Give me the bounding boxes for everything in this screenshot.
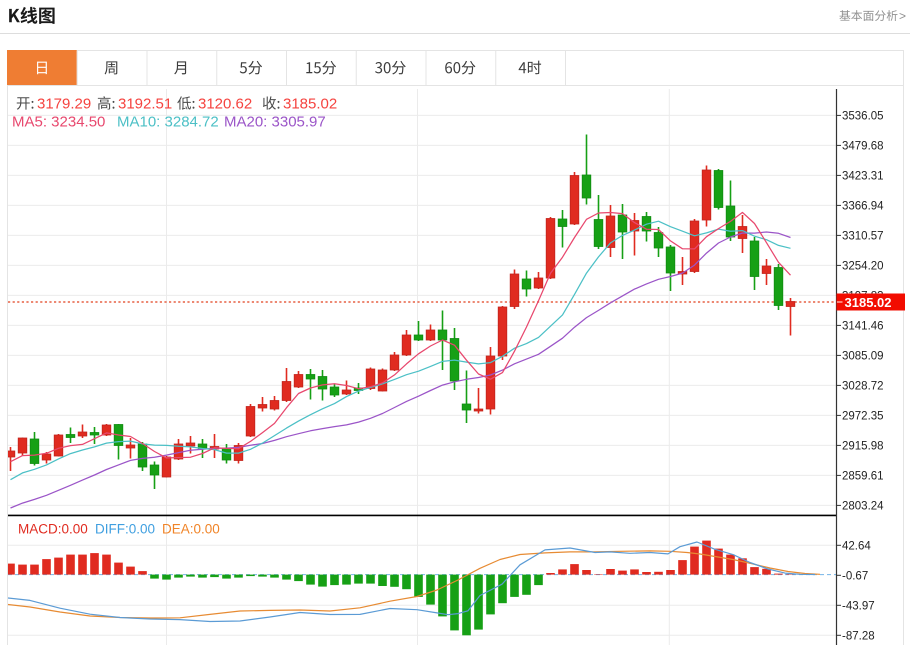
svg-text:2859.61: 2859.61 bbox=[842, 470, 884, 482]
svg-text:3141.46: 3141.46 bbox=[842, 320, 884, 332]
svg-text:>: > bbox=[899, 9, 906, 23]
svg-text:3120.62: 3120.62 bbox=[198, 96, 252, 113]
svg-text:2915.98: 2915.98 bbox=[842, 440, 884, 452]
svg-text:DEA:0.00: DEA:0.00 bbox=[162, 522, 220, 537]
svg-text:42.64: 42.64 bbox=[842, 540, 871, 552]
svg-text:2972.35: 2972.35 bbox=[842, 410, 884, 422]
svg-text:DIFF:0.00: DIFF:0.00 bbox=[95, 522, 155, 537]
svg-text:3185.02: 3185.02 bbox=[845, 295, 892, 310]
svg-text:3028.72: 3028.72 bbox=[842, 380, 884, 392]
svg-text:3192.51: 3192.51 bbox=[118, 96, 172, 113]
svg-text:3423.31: 3423.31 bbox=[842, 170, 884, 182]
svg-text:-0.67: -0.67 bbox=[842, 570, 868, 582]
svg-text:3366.94: 3366.94 bbox=[842, 200, 884, 212]
svg-text:3185.02: 3185.02 bbox=[283, 96, 337, 113]
svg-text:3479.68: 3479.68 bbox=[842, 140, 884, 152]
svg-text:-43.97: -43.97 bbox=[842, 600, 875, 612]
svg-text:MA10: 3284.72: MA10: 3284.72 bbox=[117, 114, 219, 131]
svg-text:MA5: 3234.50: MA5: 3234.50 bbox=[12, 114, 105, 131]
svg-text:3310.57: 3310.57 bbox=[842, 230, 884, 242]
svg-text:3536.05: 3536.05 bbox=[842, 110, 884, 122]
svg-text:2803.24: 2803.24 bbox=[842, 500, 884, 512]
svg-text:3179.29: 3179.29 bbox=[37, 96, 91, 113]
svg-text:-87.28: -87.28 bbox=[842, 630, 875, 642]
svg-text:3254.20: 3254.20 bbox=[842, 260, 884, 272]
svg-text:MA20: 3305.97: MA20: 3305.97 bbox=[224, 114, 326, 131]
svg-text:3085.09: 3085.09 bbox=[842, 350, 884, 362]
svg-text:MACD:0.00: MACD:0.00 bbox=[18, 522, 88, 537]
